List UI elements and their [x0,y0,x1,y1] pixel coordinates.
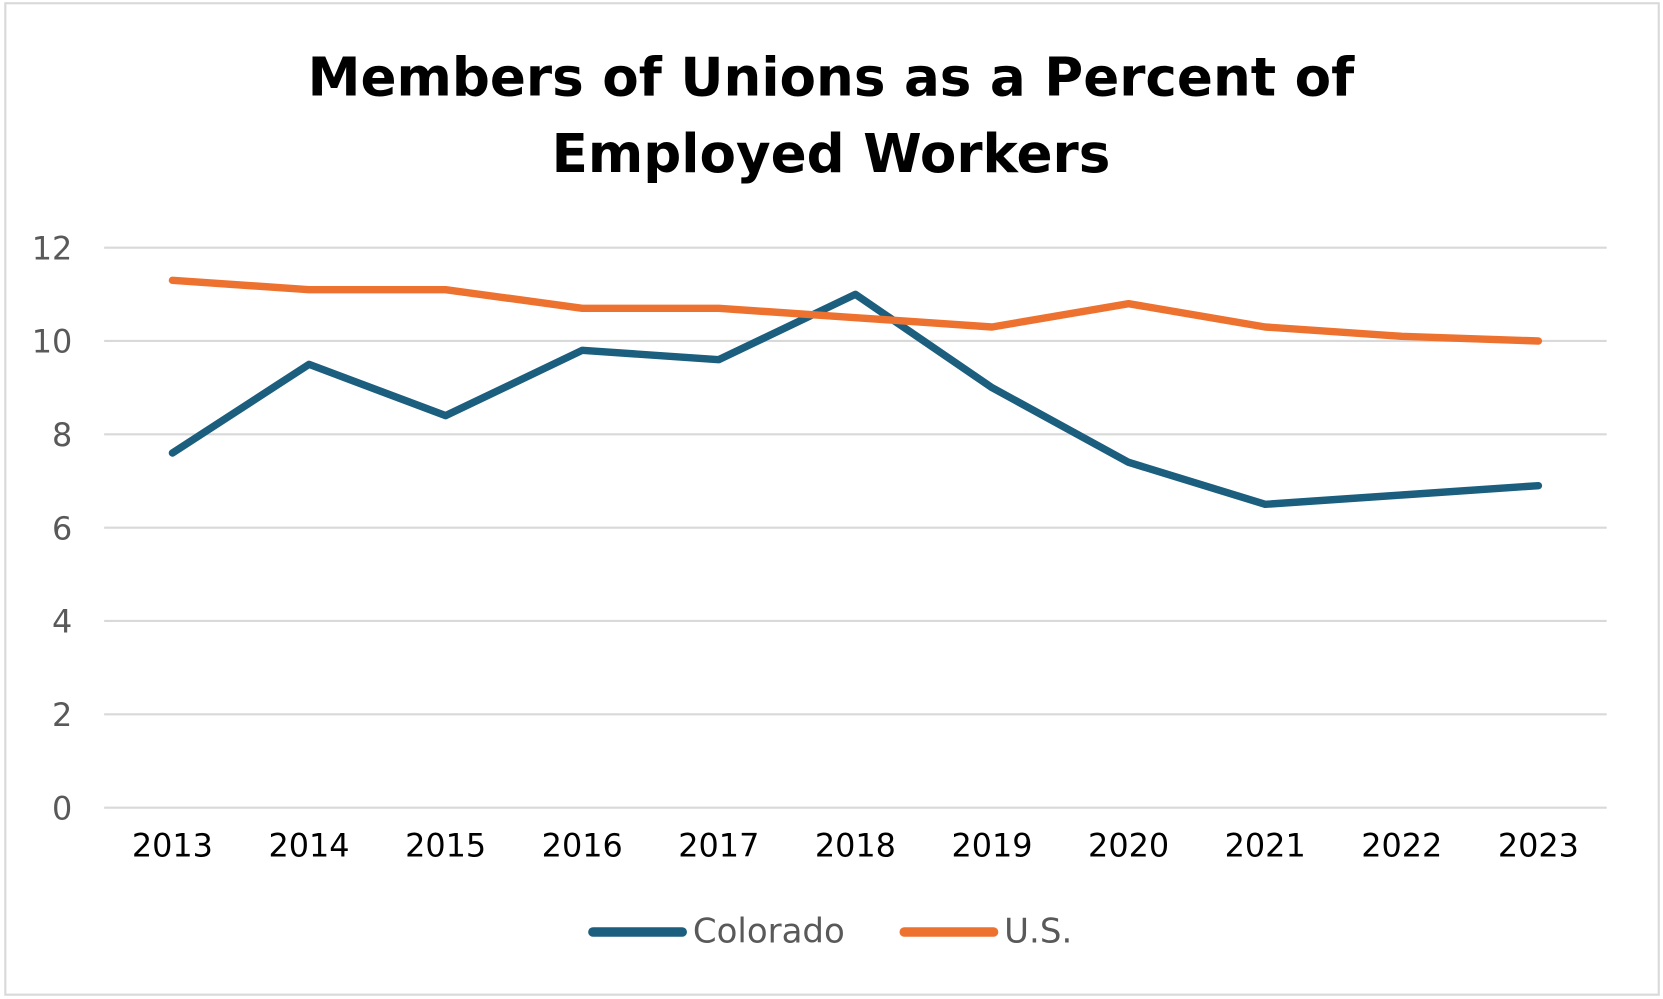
x-tick-label: 2021 [1225,827,1306,865]
legend-item: U.S. [899,912,1072,952]
y-tick-label: 4 [52,603,72,641]
x-tick-label: 2015 [405,827,486,865]
y-tick-label: 2 [52,696,72,734]
x-tick-label: 2014 [268,827,349,865]
y-tick-label: 6 [52,509,72,547]
x-tick-label: 2020 [1088,827,1169,865]
x-tick-label: 2023 [1498,827,1579,865]
legend-label: U.S. [1004,912,1072,952]
legend-label: Colorado [693,912,845,952]
x-tick-label: 2018 [815,827,896,865]
x-tick-label: 2022 [1361,827,1442,865]
y-tick-label: 8 [52,416,72,454]
y-tick-label: 10 [32,323,73,361]
x-tick-label: 2016 [542,827,623,865]
legend-item: Colorado [588,912,845,952]
x-tick-label: 2019 [951,827,1032,865]
y-tick-label: 12 [32,229,73,267]
y-tick-label: 0 [52,789,72,827]
x-tick-label: 2017 [678,827,759,865]
chart-title-line-1: Members of Unions as a Percent of [308,47,1356,109]
x-tick-label: 2013 [132,827,213,865]
chart-title-line-2: Employed Workers [552,123,1111,185]
